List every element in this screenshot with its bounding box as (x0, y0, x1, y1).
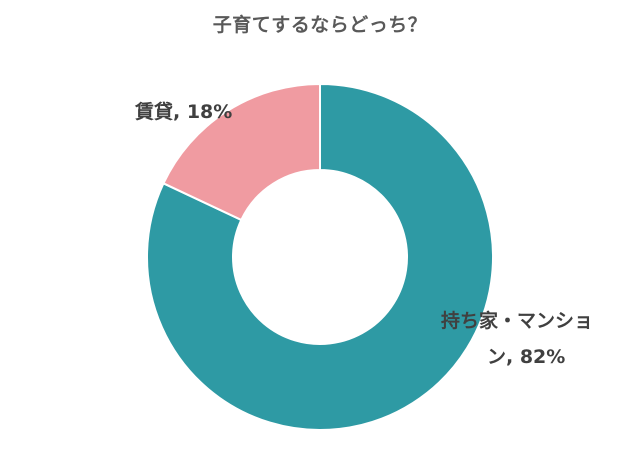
donut-slice-2 (162, 82, 321, 222)
data-label-1-line-1: 持ち家・マンショ (441, 309, 593, 332)
data-label-2-line-1: 賃貸, 18% (134, 100, 232, 123)
chart-title: 子育てするならどっち？ (212, 14, 428, 36)
data-label-1-line-2: ン, 82% (487, 346, 565, 368)
donut-slice-1 (146, 82, 494, 431)
